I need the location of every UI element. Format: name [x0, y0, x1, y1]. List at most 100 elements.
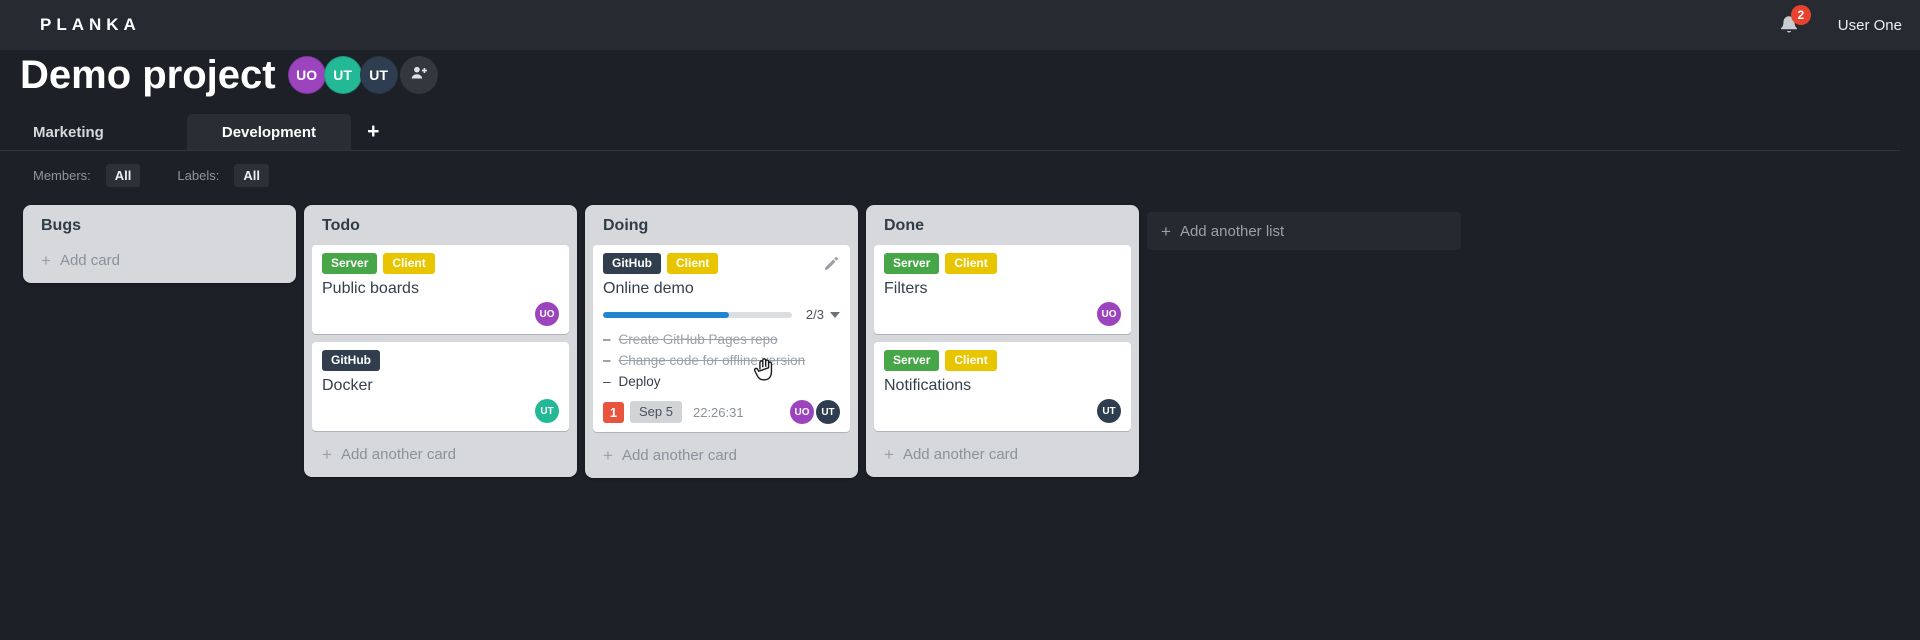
card-footer: UT: [884, 399, 1121, 423]
list-title[interactable]: Doing: [603, 217, 649, 234]
task-marker: –: [603, 353, 611, 368]
add-card-label: Add another card: [621, 447, 738, 464]
labels-row: Server Client: [884, 253, 1121, 274]
kanban-board: Bugs + Add card Todo Server Client Publi…: [23, 205, 1461, 478]
card-footer: UO: [884, 302, 1121, 326]
card-title: Online demo: [603, 280, 694, 297]
task-item: – Change code for offline version: [603, 350, 840, 371]
due-date-chip[interactable]: Sep 5: [630, 401, 682, 423]
progress-track: [603, 311, 792, 318]
add-card-label: Add another card: [340, 446, 457, 463]
task-text: Create GitHub Pages repo: [618, 332, 778, 347]
task-text: Deploy: [618, 374, 661, 389]
progress-fill: [603, 311, 729, 318]
card-notification-badge: 1: [603, 401, 624, 423]
card-label: Client: [945, 350, 997, 371]
add-list-button[interactable]: + Add another list: [1147, 212, 1461, 250]
card-label: Server: [884, 350, 940, 371]
members-filter-label: Members:: [33, 168, 91, 183]
notification-count-badge[interactable]: 2: [1790, 5, 1811, 25]
task-progress: 2/3: [603, 307, 840, 322]
notifications-button[interactable]: 2: [1778, 5, 1811, 37]
chevron-down-icon: [830, 311, 840, 318]
top-bar: PLANKA 2 User One: [0, 0, 1920, 50]
add-card-button[interactable]: + Add another card: [874, 439, 1131, 469]
card-notifications[interactable]: Server Client Notifications UT: [874, 342, 1131, 431]
tab-marketing[interactable]: Marketing: [33, 123, 104, 141]
card-member-avatar: UO: [535, 302, 559, 326]
add-card-label: Add card: [59, 252, 120, 269]
card-title: Docker: [322, 377, 373, 394]
project-member-avatar[interactable]: UT: [323, 56, 362, 94]
add-card-button[interactable]: + Add another card: [593, 440, 850, 470]
list-title[interactable]: Todo: [322, 217, 360, 234]
list-done: Done Server Client Filters UO Server Cli…: [866, 205, 1139, 477]
tab-development[interactable]: Development: [186, 114, 352, 150]
task-counter: 2/3: [805, 307, 824, 322]
edit-card-button[interactable]: [823, 255, 840, 272]
add-member-button[interactable]: [399, 56, 438, 94]
task-item: – Create GitHub Pages repo: [603, 329, 840, 350]
project-member-avatar[interactable]: UT: [359, 56, 398, 94]
labels-filter-value[interactable]: All: [234, 164, 269, 187]
card-filters[interactable]: Server Client Filters UO: [874, 245, 1131, 334]
card-label: Client: [945, 253, 997, 274]
project-member-avatar[interactable]: UO: [287, 56, 326, 94]
members-filter-value[interactable]: All: [105, 164, 141, 187]
card-footer: UO: [322, 302, 559, 326]
plus-icon: +: [1161, 221, 1171, 241]
list-title[interactable]: Bugs: [41, 217, 81, 234]
card-label: Client: [383, 253, 435, 274]
person-add-icon: [409, 63, 429, 88]
add-board-button[interactable]: +: [367, 120, 380, 143]
list-bugs: Bugs + Add card: [23, 205, 296, 283]
card-footer: UT: [322, 399, 559, 423]
card-member-avatar: UT: [535, 399, 559, 423]
card-title: Filters: [884, 280, 928, 297]
labels-row: GitHub: [322, 350, 559, 371]
card-member-avatar: UO: [1097, 302, 1121, 326]
filter-bar: Members: All Labels: All: [33, 164, 269, 187]
add-card-label: Add another card: [902, 446, 1019, 463]
plus-icon: +: [884, 445, 894, 464]
card-label: Server: [884, 253, 940, 274]
add-card-button[interactable]: + Add another card: [312, 439, 569, 469]
labels-row: GitHub Client: [603, 253, 840, 274]
card-member-avatar: UT: [1097, 399, 1121, 423]
list-doing: Doing GitHub Client Online demo 2/3: [585, 205, 858, 478]
card-label: Client: [667, 253, 719, 274]
labels-row: Server Client: [884, 350, 1121, 371]
list-todo: Todo Server Client Public boards UO GitH…: [304, 205, 577, 477]
card-title: Public boards: [322, 280, 419, 297]
task-counter-toggle[interactable]: 2/3: [806, 307, 840, 322]
card-footer: 1 Sep 5 22:26:31 UO UT: [603, 400, 840, 424]
card-member-avatar: UO: [790, 400, 814, 424]
add-card-button[interactable]: + Add card: [31, 245, 288, 275]
list-title[interactable]: Done: [884, 217, 924, 234]
card-member-avatar: UT: [816, 400, 840, 424]
card-docker[interactable]: GitHub Docker UT: [312, 342, 569, 431]
card-public-boards[interactable]: Server Client Public boards UO: [312, 245, 569, 334]
plus-icon: +: [603, 446, 613, 465]
card-label: GitHub: [603, 253, 661, 274]
project-header: Demo project UO UT UT: [20, 52, 438, 98]
project-title[interactable]: Demo project: [20, 53, 276, 97]
task-item: – Deploy: [603, 371, 840, 392]
pencil-icon: [825, 256, 839, 270]
timer-value[interactable]: 22:26:31: [692, 404, 744, 420]
planka-logo[interactable]: PLANKA: [40, 15, 141, 34]
plus-icon: +: [322, 445, 332, 464]
plus-icon: +: [41, 251, 51, 270]
card-label: Server: [322, 253, 378, 274]
task-marker: –: [603, 374, 611, 389]
board-tabs: Marketing Development +: [0, 114, 1900, 151]
add-list-label: Add another list: [1179, 222, 1285, 240]
labels-row: Server Client: [322, 253, 559, 274]
labels-filter-label: Labels:: [177, 168, 220, 183]
user-menu[interactable]: User One: [1837, 16, 1902, 34]
card-online-demo[interactable]: GitHub Client Online demo 2/3: [593, 245, 850, 432]
bell-icon: [1778, 16, 1800, 41]
task-marker: –: [603, 332, 611, 347]
card-title: Notifications: [884, 377, 972, 394]
